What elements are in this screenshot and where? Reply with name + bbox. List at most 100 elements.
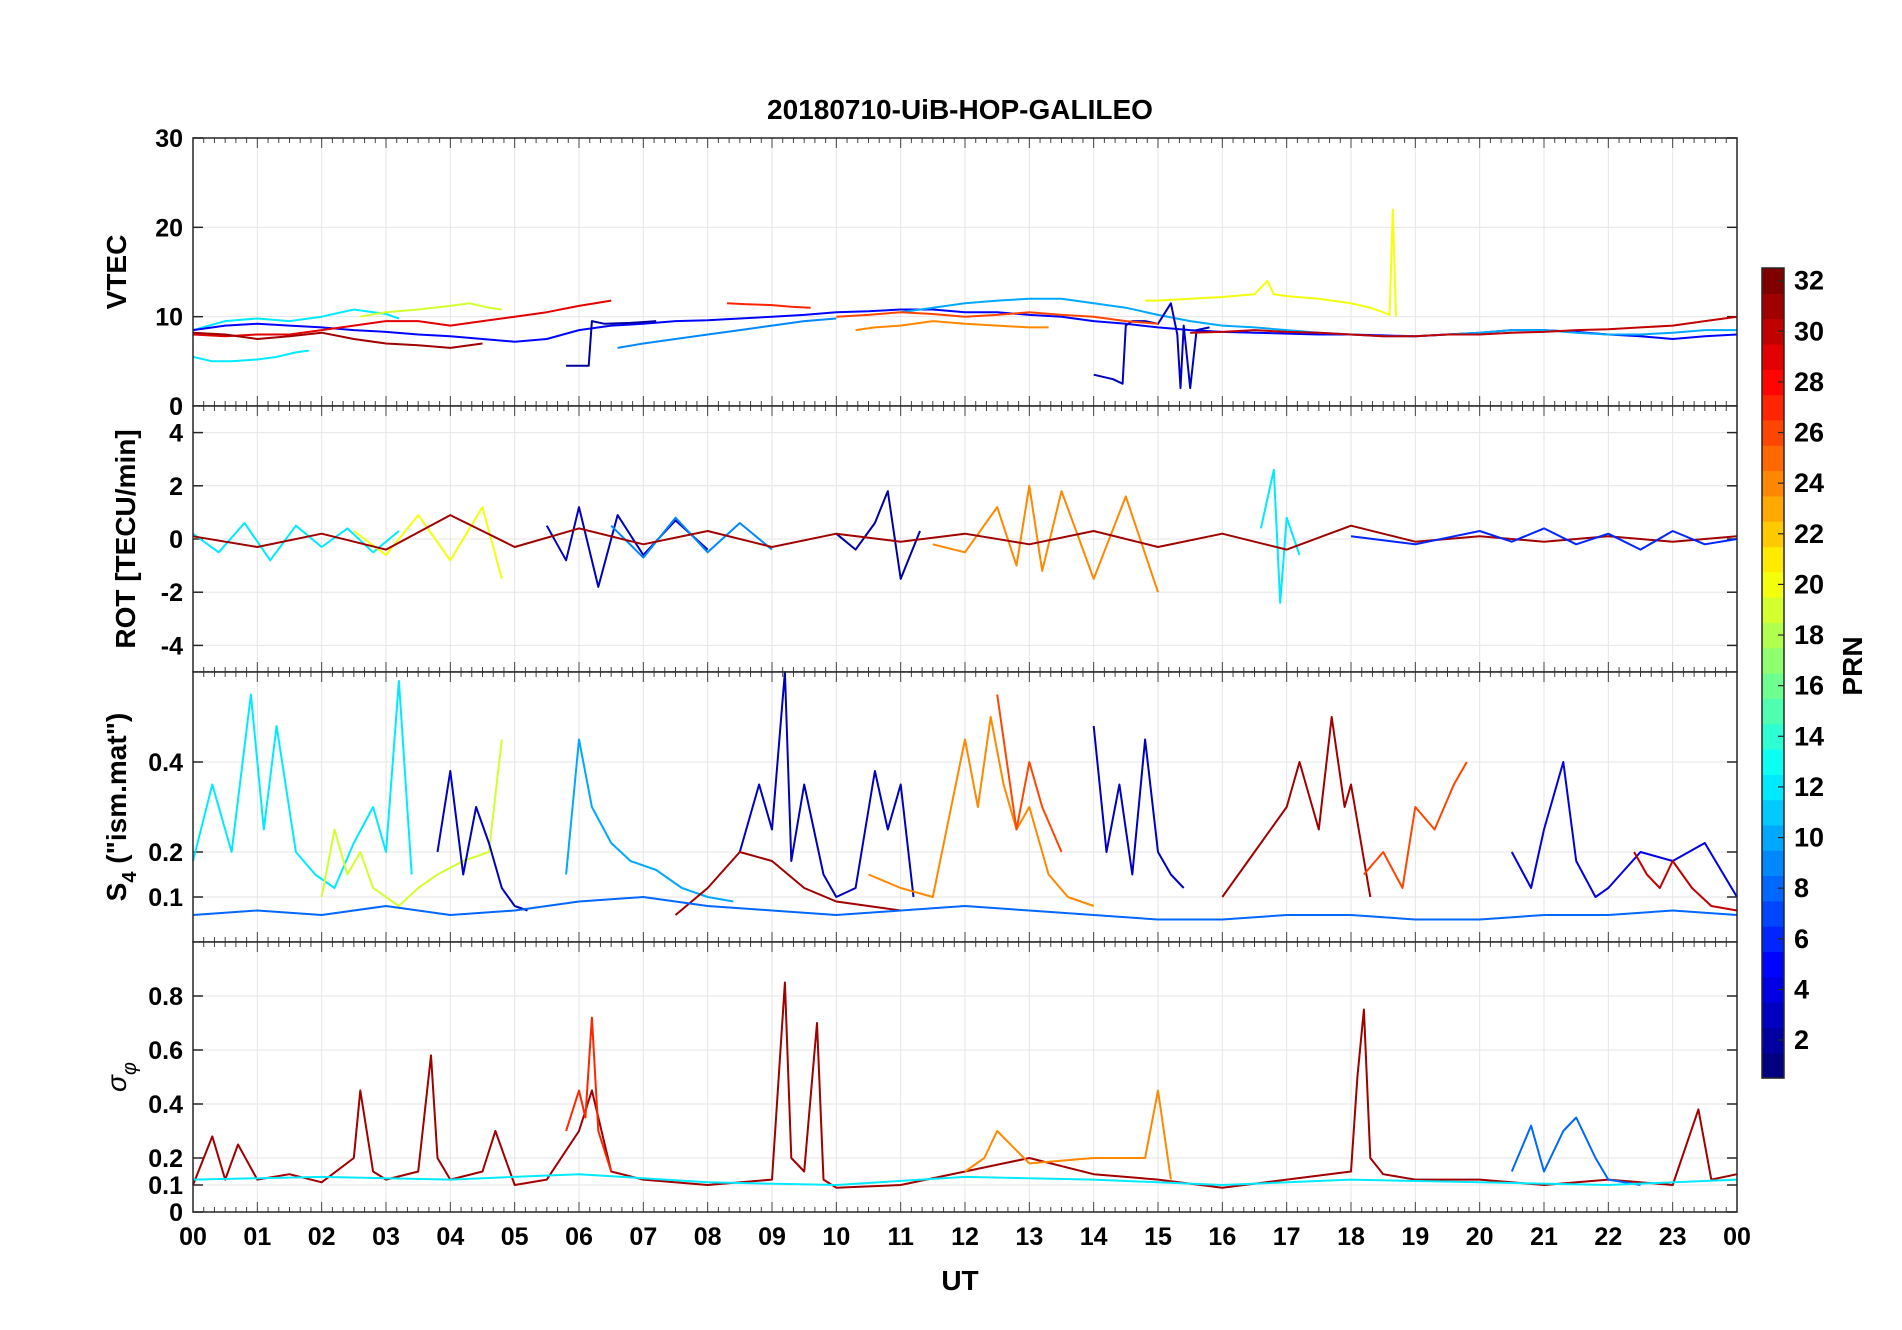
colorbar-tick-label: 24 [1794, 468, 1824, 498]
x-tick-label: 01 [243, 1223, 271, 1251]
x-tick-label: 08 [694, 1223, 722, 1251]
y-axis-label-ROT: ROT [TECU/min] [110, 429, 141, 648]
colorbar-tick-label: 14 [1794, 721, 1824, 751]
series-line-prn-3 [436, 770, 528, 912]
colorbar-segment [1762, 546, 1784, 573]
x-tick-label: 06 [565, 1223, 593, 1251]
series-line-prn-26 [996, 694, 1063, 853]
series-line-prn-24 [855, 320, 1049, 332]
series-line-prn-3 [545, 506, 709, 588]
colorbar-tick-label: 8 [1794, 873, 1809, 903]
series-line-prn-3 [1093, 302, 1210, 390]
series-line-prn-19 [320, 739, 503, 907]
colorbar-tick-label: 2 [1794, 1025, 1809, 1055]
series-line-prn-20 [353, 506, 503, 580]
series-line-prn-31 [192, 514, 1738, 551]
series-line-prn-30 [1633, 851, 1738, 912]
series-line-prn-31 [1221, 716, 1372, 898]
series-line-prn-31 [192, 981, 1738, 1189]
y-tick-label: -4 [161, 632, 183, 660]
series-line-prn-24 [964, 1089, 1172, 1180]
series-line-prn-29 [192, 299, 612, 338]
series-line-prn-8 [1510, 1116, 1641, 1186]
series-line-prn-31 [674, 851, 901, 916]
series-line-prn-24 [868, 716, 1095, 907]
series-line-prn-8 [192, 896, 1738, 921]
y-tick-label: 10 [155, 304, 183, 332]
y-tick-label: 4 [169, 420, 183, 448]
colorbar-tick-label: 26 [1794, 418, 1824, 448]
colorbar-tick-label: 6 [1794, 924, 1809, 954]
axes-box [192, 941, 1738, 1213]
colorbar-segment [1762, 597, 1784, 623]
colorbar-segment [1762, 748, 1784, 775]
x-tick-label: 19 [1401, 1223, 1429, 1251]
y-tick-label: 0.1 [148, 1172, 183, 1200]
colorbar-tick-label: 20 [1794, 569, 1824, 599]
y-tick-label: -2 [161, 579, 183, 607]
colorbar-tick-label: 10 [1794, 823, 1824, 853]
colorbar-segment [1762, 824, 1784, 851]
colorbar-segment [1762, 495, 1784, 522]
y-tick-label: 0.6 [148, 1037, 183, 1065]
colorbar-segment [1762, 673, 1784, 699]
series-line-prn-20 [1145, 208, 1397, 317]
colorbar-label: PRN [1837, 636, 1868, 695]
x-axis-ticks: 00 01 02 03 04 05 06 07 08 09 10 11 12 13 14 15 16 17 18 19… [179, 1223, 1751, 1251]
series-line-prn-9 [617, 317, 837, 349]
x-tick-label: 17 [1273, 1223, 1301, 1251]
colorbar-segment [1762, 445, 1784, 472]
series-line-prn-19 [360, 302, 502, 318]
series-line-prn-3 [738, 671, 915, 898]
colorbar-segment [1762, 900, 1784, 927]
colorbar-segment [1762, 926, 1784, 953]
colorbar-segment [1762, 571, 1784, 598]
x-tick-label: 21 [1530, 1223, 1558, 1251]
colorbar-tick-label: 28 [1794, 367, 1824, 397]
colorbar-segment [1762, 521, 1784, 548]
panel-VTEC: 0 10 20 30 VTEC [101, 125, 1738, 421]
y-tick-label: 0 [169, 526, 183, 554]
colorbar-segment [1762, 1002, 1784, 1028]
x-tick-label: 16 [1208, 1223, 1236, 1251]
colorbar-segment [1762, 419, 1784, 446]
x-tick-label: 20 [1466, 1223, 1494, 1251]
figure-title: 20180710-UiB-HOP-GALILEO [767, 94, 1153, 125]
colorbar-segment [1762, 647, 1784, 674]
x-tick-label: 02 [308, 1223, 336, 1251]
series-line-prn-26 [836, 311, 1159, 325]
colorbar-segment [1762, 976, 1784, 1003]
y-tick-label: 0.2 [148, 1145, 183, 1173]
series-line-prn-24 [932, 484, 1159, 593]
x-tick-label: 07 [629, 1223, 657, 1251]
colorbar-segment [1762, 1052, 1784, 1079]
y-tick-label: 0.8 [148, 983, 183, 1011]
y-tick-label: 0 [169, 393, 183, 421]
x-tick-label: 04 [436, 1223, 464, 1251]
colorbar-segment [1762, 369, 1784, 396]
x-tick-label: 18 [1337, 1223, 1365, 1251]
colorbar-frame [1761, 267, 1785, 1079]
x-tick-label: 03 [372, 1223, 400, 1251]
y-tick-label: 30 [155, 125, 183, 153]
x-tick-label: 15 [1144, 1223, 1172, 1251]
colorbar-segment [1762, 343, 1784, 370]
colorbar-segment [1762, 723, 1784, 750]
series-line-prn-31 [192, 331, 483, 349]
colorbar-segment [1762, 470, 1784, 497]
colorbar-tick-label: 32 [1794, 266, 1824, 296]
colorbar-tick-label: 16 [1794, 671, 1824, 701]
y-axis-label-sigma_phi: σφ [101, 1062, 141, 1092]
x-tick-label: 22 [1594, 1223, 1622, 1251]
series-line-prn-6 [1350, 527, 1738, 551]
x-tick-label: 14 [1080, 1223, 1108, 1251]
y-tick-label: 0.4 [148, 749, 183, 777]
colorbar-tick-label: 22 [1794, 519, 1824, 549]
colorbar-segment [1762, 875, 1784, 902]
colorbar-segment [1762, 698, 1784, 725]
y-axis-label-VTEC: VTEC [101, 235, 132, 310]
colorbar-segment [1762, 268, 1784, 294]
x-tick-label: 00 [179, 1223, 207, 1251]
